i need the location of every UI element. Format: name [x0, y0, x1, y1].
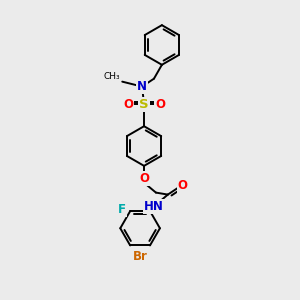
Text: CH₃: CH₃ — [104, 72, 120, 81]
Text: HN: HN — [144, 200, 164, 213]
Text: Br: Br — [133, 250, 148, 263]
Text: O: O — [139, 172, 149, 185]
Text: O: O — [155, 98, 165, 111]
Text: O: O — [178, 179, 188, 192]
Text: O: O — [123, 98, 133, 111]
Text: N: N — [137, 80, 147, 93]
Text: S: S — [139, 98, 149, 111]
Text: F: F — [118, 202, 126, 216]
